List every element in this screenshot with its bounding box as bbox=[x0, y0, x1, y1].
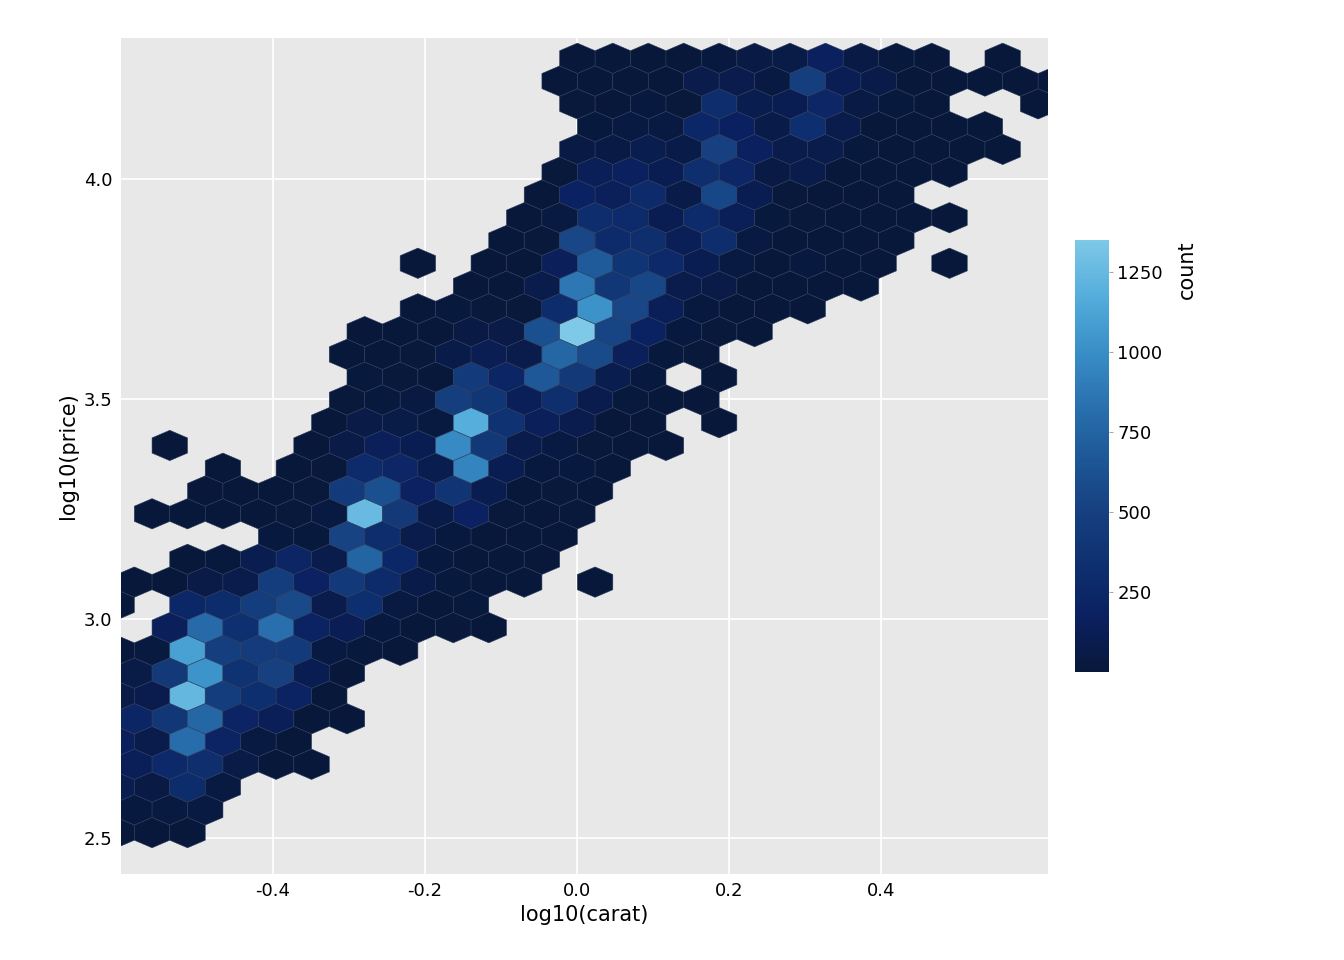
Y-axis label: log10(price): log10(price) bbox=[58, 393, 78, 519]
X-axis label: log10(carat): log10(carat) bbox=[520, 905, 649, 925]
Y-axis label: count: count bbox=[1176, 240, 1196, 299]
